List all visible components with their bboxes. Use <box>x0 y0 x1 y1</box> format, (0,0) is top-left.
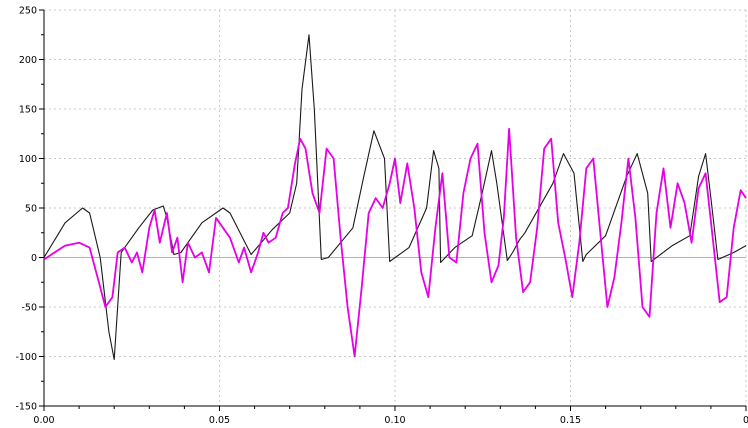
x-tick-label: 0.00 <box>33 415 54 426</box>
series-line-magenta <box>43 127 747 358</box>
series-line-black <box>43 34 747 361</box>
series-lines <box>43 34 747 361</box>
y-tick-label: -50 <box>21 303 37 314</box>
y-tick-label: 250 <box>19 6 37 17</box>
x-tick-label: 0.10 <box>384 415 405 426</box>
y-tick-label: -100 <box>15 352 37 363</box>
x-tick-label: 0.05 <box>209 415 230 426</box>
axes <box>39 9 747 411</box>
y-tick-label: 100 <box>19 154 37 165</box>
grid-lines <box>44 9 747 406</box>
y-tick-label: 0 <box>31 253 37 264</box>
y-tick-label: 50 <box>25 204 37 215</box>
y-tick-label: 150 <box>19 105 37 116</box>
x-tick-label: 0.15 <box>560 415 581 426</box>
y-tick-label: 200 <box>19 55 37 66</box>
y-tick-label: -150 <box>15 402 37 413</box>
x-tick-label: 0 <box>743 415 748 426</box>
tick-labels: 250 200 150 100 50 0 -50 -100 -150 0.00 0.05 0.10 0.… <box>15 6 748 427</box>
